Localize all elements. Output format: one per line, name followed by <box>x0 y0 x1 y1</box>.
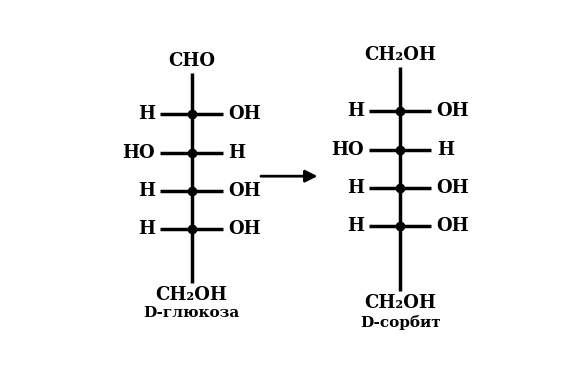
Text: H: H <box>437 141 454 159</box>
Text: H: H <box>138 220 155 238</box>
Text: D-глюкоза: D-глюкоза <box>143 306 240 320</box>
Text: H: H <box>347 179 364 197</box>
Text: H: H <box>138 182 155 200</box>
Text: H: H <box>347 217 364 235</box>
Text: CH₂OH: CH₂OH <box>156 286 227 304</box>
Text: HO: HO <box>123 144 155 162</box>
Text: CH₂OH: CH₂OH <box>364 46 436 64</box>
Text: OH: OH <box>437 217 469 235</box>
Text: H: H <box>138 105 155 123</box>
Text: OH: OH <box>437 102 469 120</box>
Text: CH₂OH: CH₂OH <box>364 295 436 313</box>
Text: CHO: CHO <box>168 52 215 70</box>
Text: H: H <box>228 144 245 162</box>
Text: OH: OH <box>437 179 469 197</box>
Text: HO: HO <box>331 141 364 159</box>
Text: OH: OH <box>228 182 261 200</box>
Text: OH: OH <box>228 105 261 123</box>
Text: H: H <box>347 102 364 120</box>
Text: OH: OH <box>228 220 261 238</box>
Text: D-сорбит: D-сорбит <box>360 315 441 330</box>
